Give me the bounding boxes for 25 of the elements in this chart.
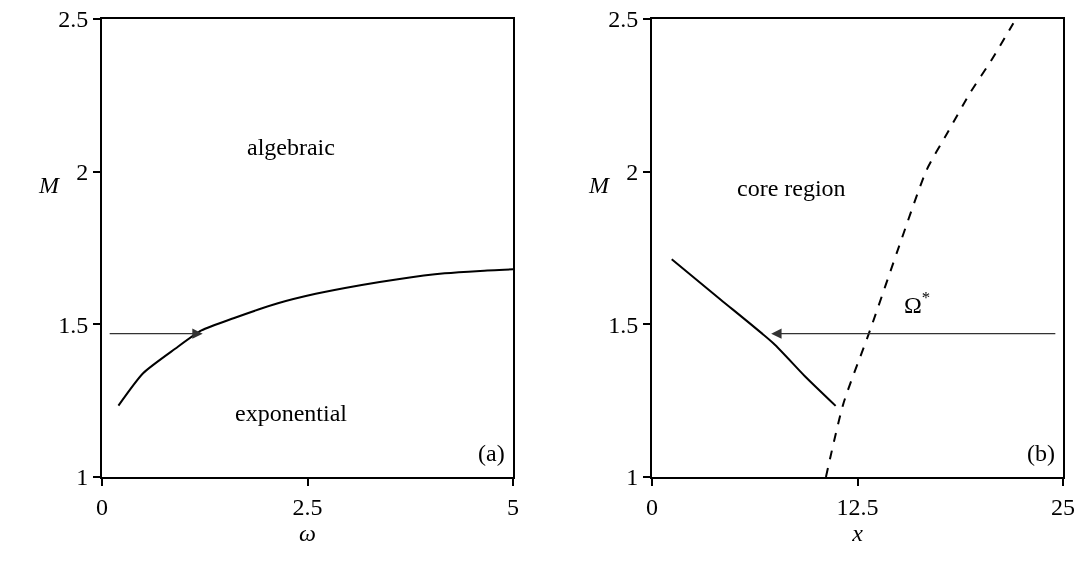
x-axis-title: ω (299, 519, 316, 546)
y-tick-label: 2.5 (58, 6, 89, 33)
annotation: (a) (478, 440, 505, 466)
y-tick-label: 2 (626, 159, 639, 186)
line-series (670, 258, 837, 407)
y-tick-label: 1 (76, 464, 89, 491)
x-tick-label: 12.5 (836, 493, 879, 520)
x-axis-title: x (851, 519, 864, 546)
x-tick-label: 0 (96, 493, 108, 520)
annotation: exponential (235, 400, 348, 426)
x-tick-label: 5 (507, 493, 519, 520)
x-tick-label: 2.5 (292, 493, 323, 520)
annotation: (b) (1027, 440, 1055, 466)
x-tick-label: 0 (646, 493, 658, 520)
annotation: algebraic (247, 134, 335, 160)
y-axis-title: M (588, 172, 611, 198)
y-tick-label: 1.5 (608, 311, 639, 338)
annotation: core region (737, 175, 846, 201)
y-tick-label: 1.5 (58, 311, 89, 338)
x-tick-label: 25 (1051, 493, 1075, 520)
y-tick-label: 1 (626, 464, 639, 491)
y-tick-label: 2 (76, 159, 89, 186)
y-axis-title: M (38, 172, 61, 198)
y-tick-label: 2.5 (608, 6, 639, 33)
annotation: Ω$^{*}$ (904, 288, 931, 319)
